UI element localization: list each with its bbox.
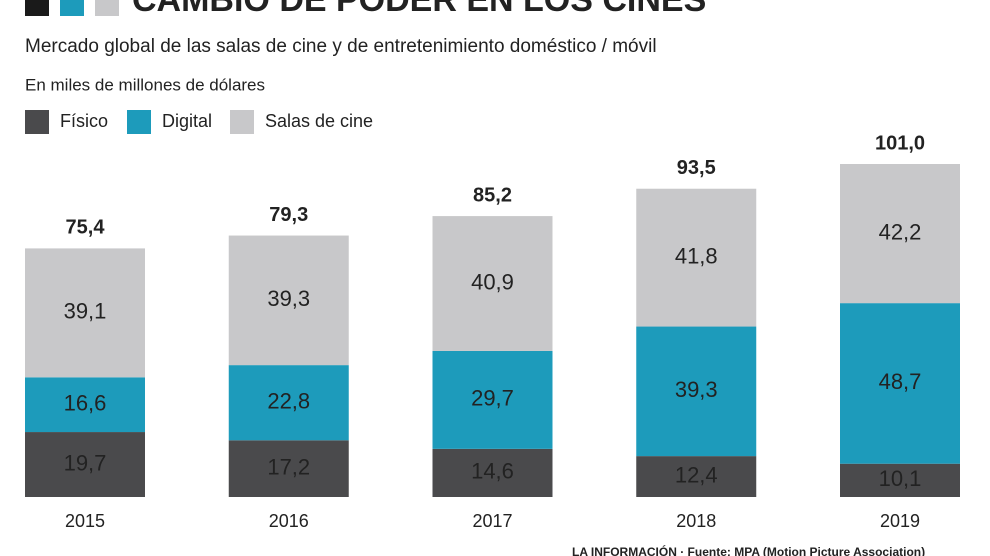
x-tick-label: 2017 <box>472 511 512 531</box>
value-label: 12,4 <box>675 462 718 487</box>
bar-segment <box>228 440 349 497</box>
value-label: 41,8 <box>675 243 718 268</box>
value-label: 39,3 <box>675 377 718 402</box>
legend-swatch <box>25 110 49 134</box>
bar-segment <box>840 164 960 304</box>
total-label: 79,3 <box>269 204 308 226</box>
title-decoration <box>60 0 84 16</box>
value-label: 19,7 <box>64 450 107 475</box>
bar-segment <box>25 248 145 378</box>
x-tick-label: 2015 <box>65 511 105 531</box>
unit-note: En miles de millones de dólares <box>25 75 265 94</box>
bar-segment <box>432 448 553 497</box>
value-label: 42,2 <box>879 219 922 244</box>
value-label: 48,7 <box>879 369 922 394</box>
value-label: 16,6 <box>64 390 107 415</box>
title-decoration <box>25 0 49 16</box>
value-label: 40,9 <box>471 269 514 294</box>
chart-subtitle: Mercado global de las salas de cine y de… <box>25 36 657 57</box>
value-label: 39,3 <box>267 286 310 311</box>
value-label: 39,1 <box>64 299 107 324</box>
legend-swatch <box>127 110 151 134</box>
total-label: 101,0 <box>875 132 925 154</box>
value-label: 29,7 <box>471 386 514 411</box>
bar-segment <box>25 432 145 497</box>
bar-segment <box>25 377 145 433</box>
x-tick-label: 2019 <box>880 511 920 531</box>
title-decoration <box>95 0 119 16</box>
bar-segment <box>636 456 757 497</box>
bar-segment <box>228 365 349 441</box>
bar-segment <box>840 463 960 497</box>
total-label: 85,2 <box>473 184 512 206</box>
value-label: 14,6 <box>471 459 514 484</box>
bar-segment <box>432 216 553 351</box>
x-tick-label: 2016 <box>269 511 309 531</box>
total-label: 93,5 <box>677 157 716 179</box>
bar-segment <box>636 188 757 327</box>
value-label: 22,8 <box>267 389 310 414</box>
bar-segment <box>228 235 349 366</box>
value-label: 17,2 <box>267 454 310 479</box>
legend-label: Físico <box>60 111 108 131</box>
source: LA INFORMACIÓN · Fuente: MPA (Motion Pic… <box>572 544 925 556</box>
value-label: 10,1 <box>879 466 922 491</box>
x-tick-label: 2018 <box>676 511 716 531</box>
bar-segment <box>432 350 553 449</box>
bar-segment <box>840 303 960 464</box>
legend-label: Digital <box>162 111 212 131</box>
chart-title: CAMBIO DE PODER EN LOS CINES <box>132 0 706 19</box>
legend-swatch <box>230 110 254 134</box>
bar-segment <box>636 326 757 457</box>
legend-label: Salas de cine <box>265 111 373 131</box>
total-label: 75,4 <box>66 217 106 239</box>
